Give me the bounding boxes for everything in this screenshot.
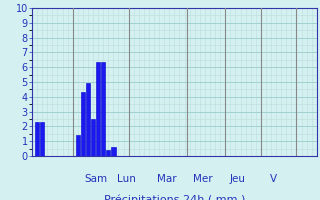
Text: Lun: Lun [117, 174, 136, 184]
Text: Sam: Sam [84, 174, 107, 184]
Bar [86, 83, 90, 156]
Bar [106, 150, 110, 156]
Bar [81, 92, 85, 156]
Bar [96, 62, 100, 156]
Bar [101, 62, 105, 156]
Text: Mar: Mar [157, 174, 177, 184]
Bar [91, 119, 95, 156]
Bar [35, 122, 39, 156]
Text: Mer: Mer [193, 174, 212, 184]
Bar [40, 122, 44, 156]
Text: Jeu: Jeu [230, 174, 246, 184]
Bar [111, 147, 116, 156]
Text: Précipitations 24h ( mm ): Précipitations 24h ( mm ) [104, 194, 245, 200]
Text: V: V [270, 174, 277, 184]
Bar [76, 135, 80, 156]
